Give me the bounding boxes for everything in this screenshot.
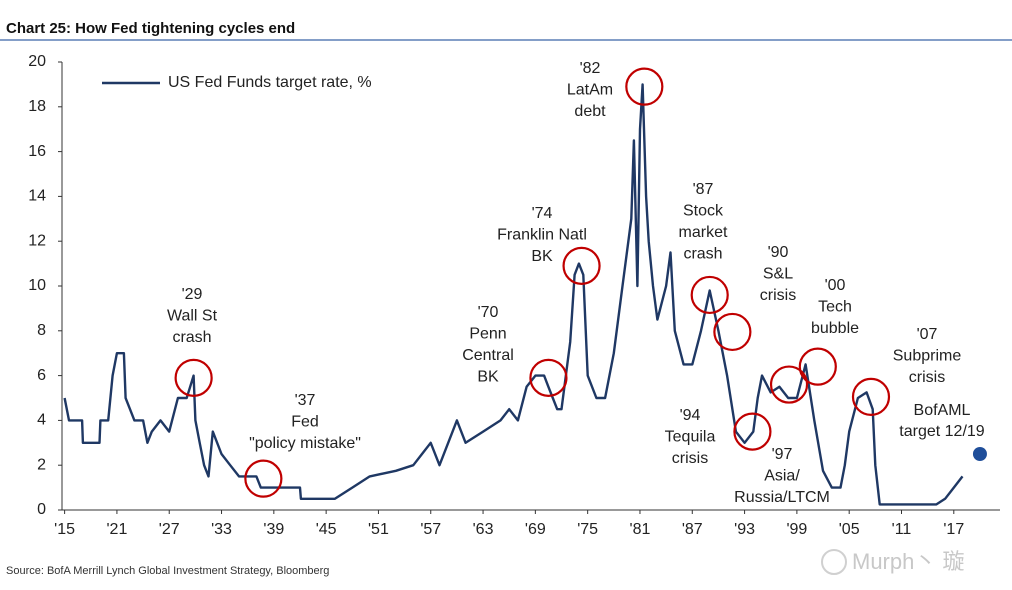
annotation-label: market (679, 224, 728, 241)
y-tick-label: 0 (37, 501, 46, 518)
annotation-label: '07 (917, 326, 938, 343)
cycle-end-circle (244, 459, 283, 498)
annotation-label: Franklin Natl (497, 227, 587, 244)
cycle-end-circle (529, 358, 568, 397)
annotation-label: crisis (760, 287, 796, 304)
annotation-label: Asia/ (764, 468, 800, 485)
annotation-label: debt (574, 103, 606, 120)
cycle-end-circle (625, 67, 664, 106)
annotation-label: Fed (291, 414, 319, 431)
x-tick-label: '81 (630, 521, 651, 538)
x-tick-label: '99 (786, 521, 807, 538)
annotation-label: bubble (811, 320, 859, 337)
x-tick-label: '05 (839, 521, 860, 538)
x-tick-label: '75 (577, 521, 598, 538)
x-tick-label: '33 (211, 521, 232, 538)
forecast-label: target 12/19 (899, 423, 985, 440)
x-tick-label: '93 (734, 521, 755, 538)
source: Source: BofA Merrill Lynch Global Invest… (6, 565, 329, 577)
y-tick-label: 2 (37, 456, 46, 473)
y-tick-label: 16 (28, 143, 46, 160)
annotation-label: Tech (818, 299, 852, 316)
annotation-label: Penn (469, 326, 506, 343)
x-tick-label: '17 (943, 521, 964, 538)
cycle-end-circle (851, 377, 891, 416)
y-tick-label: 8 (37, 322, 46, 339)
annotation-label: Subprime (893, 348, 962, 365)
forecast-label: BofAML (914, 402, 971, 419)
watermark: Murph丶 璇 (852, 549, 964, 574)
cycle-end-circle (713, 312, 752, 352)
annotation-label: LatAm (567, 82, 613, 99)
series-line (63, 83, 964, 506)
x-tick-label: '15 (54, 521, 75, 538)
annotation-label: '97 (772, 446, 793, 463)
annotation-label: "policy mistake" (249, 435, 361, 452)
cycle-end-circle (690, 275, 729, 315)
x-tick-label: '21 (106, 521, 127, 538)
annotation-label: '74 (532, 205, 553, 222)
watermark-logo (821, 549, 847, 575)
annotation-label: '94 (680, 407, 701, 424)
y-tick-label: 10 (28, 277, 46, 294)
annotation-label: Wall St (167, 308, 218, 325)
annotation-label: '82 (580, 60, 601, 77)
cycle-end-circle (769, 365, 809, 404)
y-tick-label: 20 (28, 53, 46, 70)
y-tick-label: 6 (37, 367, 46, 384)
annotation-label: BK (531, 248, 553, 265)
cycle-end-circle (174, 358, 213, 397)
annotation-label: '87 (693, 181, 714, 198)
y-tick-label: 12 (28, 232, 46, 249)
y-tick-label: 18 (28, 98, 46, 115)
annotation-label: crisis (909, 369, 945, 386)
annotation-label: Stock (683, 203, 724, 220)
chart-title: Chart 25: How Fed tightening cycles end (6, 20, 295, 37)
y-tick-label: 14 (28, 188, 46, 205)
legend-label: US Fed Funds target rate, % (168, 74, 372, 91)
x-tick-label: '69 (525, 521, 546, 538)
cycle-end-circle (733, 412, 772, 451)
annotation-label: BK (477, 369, 499, 386)
annotation-label: Russia/LTCM (734, 489, 830, 506)
annotation-label: crash (683, 246, 722, 263)
annotation-label: S&L (763, 266, 793, 283)
annotation-label: '00 (825, 277, 846, 294)
annotation-label: crisis (672, 450, 708, 467)
forecast-point (972, 447, 987, 461)
annotation-label: '70 (478, 304, 499, 321)
cycle-end-circle (798, 347, 837, 386)
annotation-label: '29 (182, 286, 203, 303)
annotation-label: '37 (295, 392, 316, 409)
annotation-label: '90 (768, 244, 789, 261)
x-tick-label: '27 (159, 521, 180, 538)
x-tick-label: '11 (892, 521, 912, 538)
annotation-label: Tequila (665, 429, 716, 446)
x-tick-label: '51 (368, 521, 389, 538)
annotation-label: crash (172, 329, 211, 346)
cycle-end-circle (562, 246, 601, 285)
x-tick-label: '39 (263, 521, 284, 538)
y-tick-label: 4 (37, 412, 46, 429)
x-tick-label: '87 (682, 521, 703, 538)
x-tick-label: '57 (420, 521, 441, 538)
x-tick-label: '63 (473, 521, 494, 538)
x-tick-label: '45 (316, 521, 337, 538)
annotation-label: Central (462, 347, 514, 364)
